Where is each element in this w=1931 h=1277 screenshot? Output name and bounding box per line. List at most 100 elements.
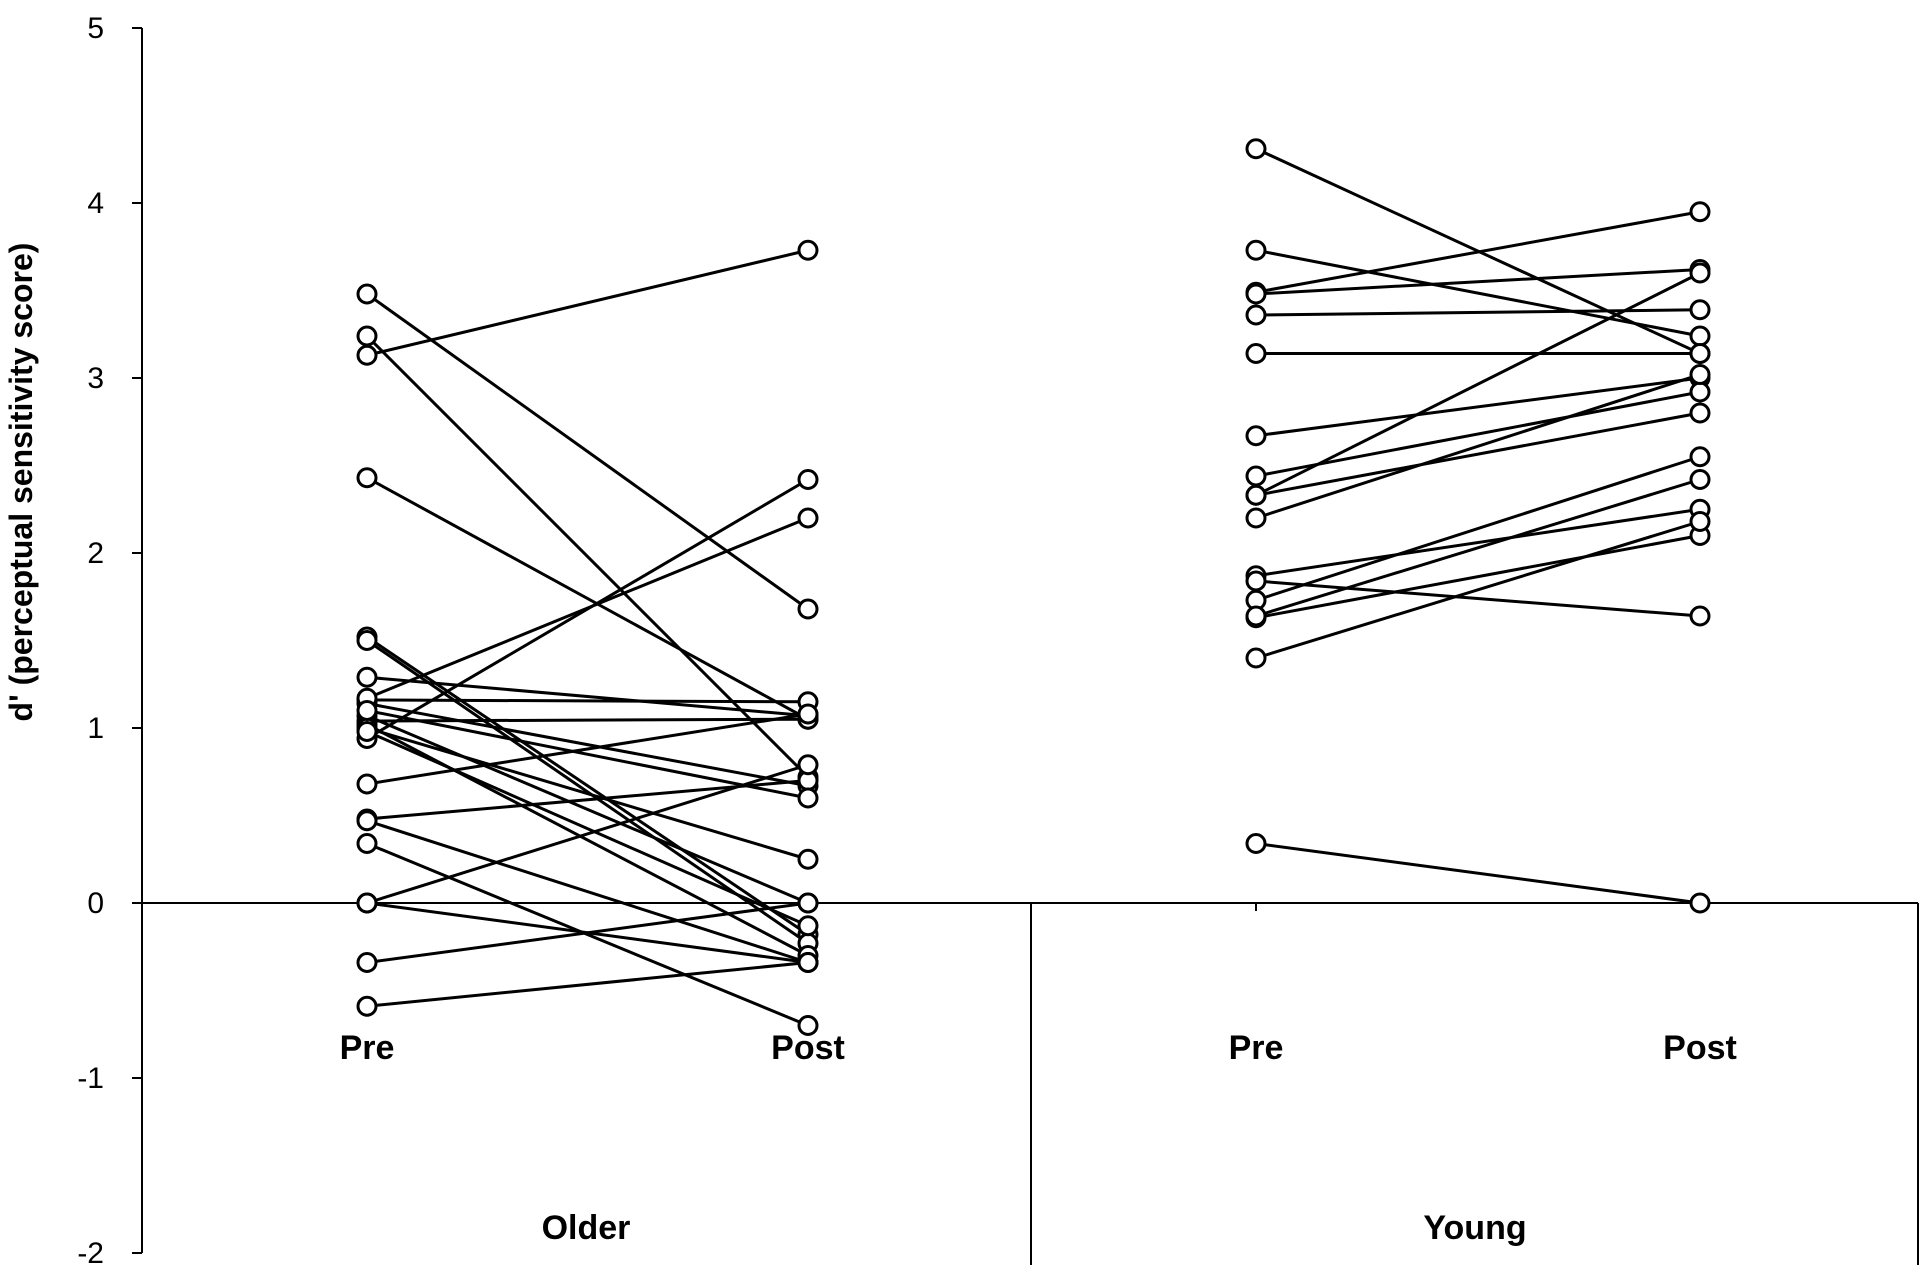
subject-line [366, 709, 809, 800]
group-label-young: Young [1423, 1209, 1526, 1247]
subject-line [1255, 520, 1701, 660]
data-point-post [1689, 511, 1711, 532]
subject-line [1255, 268, 1701, 296]
data-point-pre [1245, 484, 1267, 506]
subject-line [1255, 390, 1701, 478]
data-point-post [1689, 446, 1711, 468]
subject-line [366, 675, 809, 718]
subject-line [366, 730, 809, 928]
chart-labels: d' (perceptual sensitivity score) 5 4 3 2 1 0… [3, 12, 1737, 1270]
data-point-pre [356, 721, 378, 742]
subject-line [366, 698, 809, 704]
subject-line [366, 248, 809, 357]
data-point-pre [1245, 283, 1267, 305]
subject-line [366, 516, 809, 700]
data-point-post [1689, 299, 1711, 321]
data-point-pre [356, 700, 378, 721]
subject-line [366, 961, 809, 1008]
data-point-post [1689, 402, 1711, 424]
subject-line [1255, 455, 1701, 602]
subject-line [366, 901, 809, 964]
data-point-pre [1245, 304, 1267, 326]
subject-line [366, 635, 809, 936]
data-point-pre [356, 283, 378, 305]
condition-label-pre: Pre [340, 1029, 395, 1067]
data-point-pre [356, 810, 378, 832]
y-tick-label: -1 [77, 1062, 104, 1095]
group-label-older: Older [542, 1209, 631, 1247]
subject-line [366, 476, 809, 721]
data-point-pre [1245, 605, 1267, 627]
data-point-post [1689, 325, 1711, 347]
data-point-post [797, 952, 819, 973]
subject-line [1255, 248, 1701, 338]
data-point-pre [1245, 343, 1267, 364]
y-tick-label: 3 [87, 362, 104, 395]
data-point-pre [1245, 833, 1267, 854]
data-point-post [797, 507, 819, 529]
data-point-post [1689, 469, 1711, 490]
data-point-pre [1245, 239, 1267, 261]
data-point-pre [356, 773, 378, 795]
data-point-post [797, 703, 819, 725]
data-point-post [797, 754, 819, 776]
data-point-post [797, 848, 819, 870]
data-point-pre [356, 892, 378, 914]
subject-line [1255, 308, 1701, 317]
data-point-pre [1245, 425, 1267, 447]
subject-line [366, 763, 809, 905]
data-point-pre [356, 467, 378, 489]
data-point-post [797, 598, 819, 620]
data-point-pre [356, 630, 378, 651]
data-points [356, 138, 1711, 1036]
subject-line [366, 292, 809, 611]
subject-line [366, 714, 809, 905]
series-lines [365, 147, 1701, 1027]
data-point-post [797, 892, 819, 914]
chart-axes [132, 27, 1919, 1265]
subject-line [1255, 210, 1701, 294]
subject-line [1255, 507, 1701, 578]
y-tick-label: 4 [87, 187, 104, 220]
y-tick-label: 5 [87, 12, 104, 45]
subject-line [1255, 271, 1701, 497]
data-point-pre [1245, 138, 1267, 160]
subject-line [366, 702, 809, 788]
data-point-post [1689, 381, 1711, 403]
subject-line [1255, 376, 1701, 438]
data-point-pre [356, 995, 378, 1017]
y-tick-label: -2 [77, 1237, 104, 1270]
subject-line [366, 717, 809, 723]
subject-line [1255, 373, 1701, 520]
data-point-post [797, 787, 819, 809]
data-point-post [1689, 892, 1711, 914]
data-point-post [797, 469, 819, 490]
subject-line [366, 712, 809, 786]
data-point-pre [1245, 465, 1267, 487]
subject-line [1255, 411, 1701, 497]
y-tick-label: 2 [87, 537, 104, 570]
condition-label-pre: Pre [1229, 1029, 1284, 1067]
data-point-pre [356, 666, 378, 688]
data-point-pre [1245, 570, 1267, 592]
subject-line [1255, 534, 1701, 620]
subject-line [366, 726, 809, 861]
data-point-pre [356, 833, 378, 854]
subject-line [1255, 478, 1701, 618]
data-point-post [1689, 364, 1711, 385]
data-point-pre [356, 325, 378, 347]
data-point-post [1689, 343, 1711, 364]
data-point-post [797, 915, 819, 937]
data-point-post [1689, 605, 1711, 627]
data-point-pre [1245, 647, 1267, 669]
y-tick-label: 1 [87, 712, 104, 745]
subject-line [1255, 579, 1701, 618]
subject-line [1255, 842, 1701, 905]
condition-label-post: Post [771, 1029, 845, 1067]
y-tick-label: 0 [87, 887, 104, 920]
condition-label-post: Post [1663, 1029, 1737, 1067]
subject-line [366, 842, 809, 1027]
data-point-post [1689, 262, 1711, 284]
data-point-post [1689, 201, 1711, 223]
